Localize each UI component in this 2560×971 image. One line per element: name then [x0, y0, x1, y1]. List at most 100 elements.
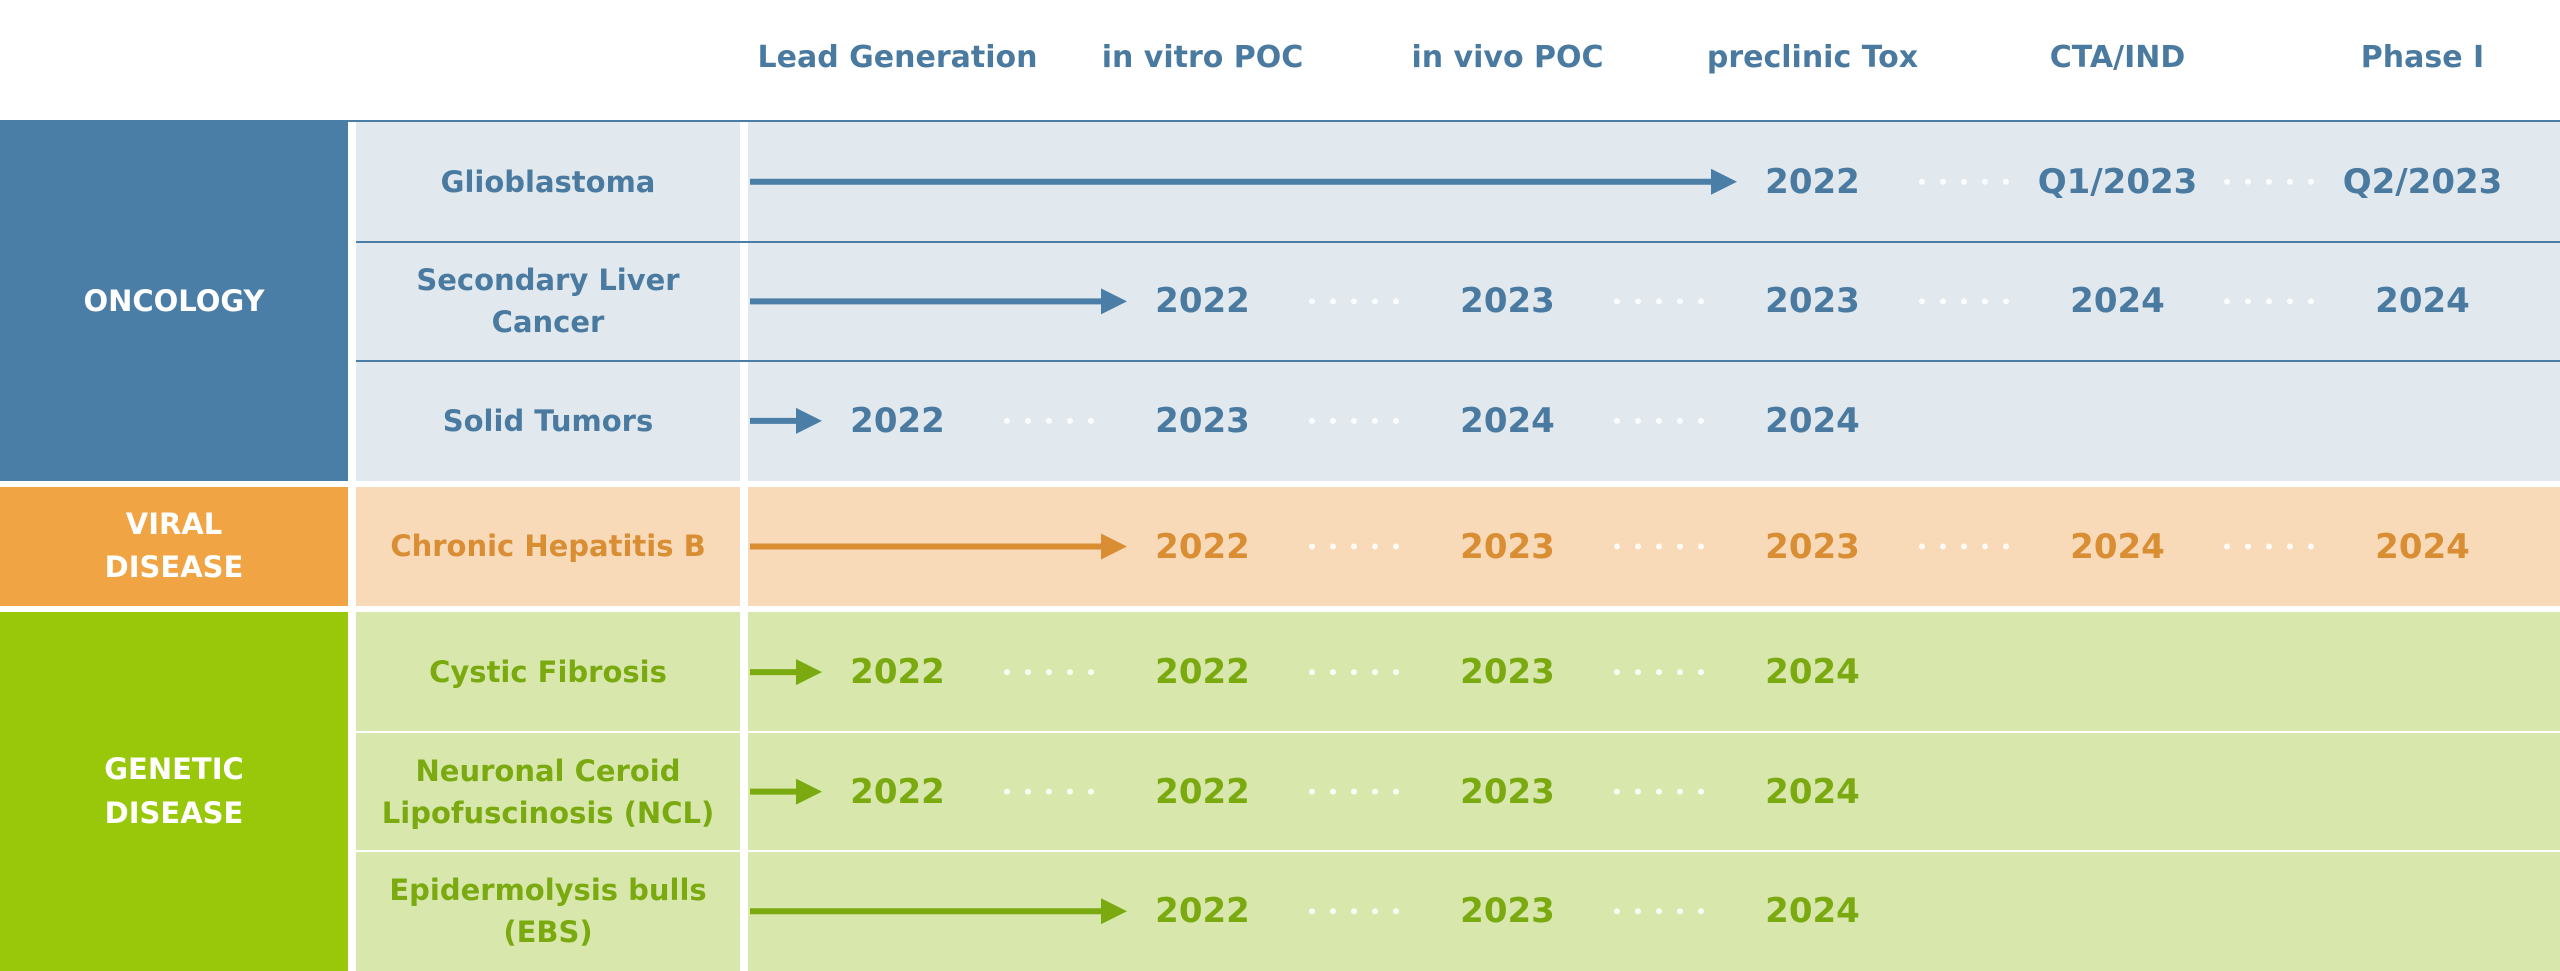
- milestone: 2022: [1155, 891, 1250, 932]
- dot: [1656, 908, 1662, 915]
- dot: [1635, 908, 1641, 915]
- arrow-head: [796, 659, 822, 686]
- dot: [1940, 178, 1946, 185]
- dot: [1614, 669, 1620, 676]
- dot: [1919, 543, 1925, 550]
- program-name: Cystic Fibrosis: [429, 655, 667, 690]
- dot: [1330, 298, 1336, 305]
- dot: [1677, 908, 1683, 915]
- header-rule: [0, 120, 2560, 122]
- dot: [1025, 669, 1031, 676]
- dot: [1330, 669, 1336, 676]
- dot: [2287, 543, 2293, 550]
- dot: [1046, 417, 1052, 424]
- milestone: 2022: [1155, 281, 1250, 322]
- milestone: 2024: [1765, 891, 1860, 932]
- dot: [1961, 298, 1967, 305]
- program-name: Epidermolysis bulls (EBS): [389, 873, 707, 950]
- dot: [1351, 788, 1357, 795]
- dot: [1635, 788, 1641, 795]
- milestone: Q1/2023: [2037, 161, 2198, 202]
- dot: [1940, 298, 1946, 305]
- dot: [1309, 543, 1315, 550]
- dot: [1067, 788, 1073, 795]
- dot: [1961, 178, 1967, 185]
- dot: [1656, 298, 1662, 305]
- dot: [1393, 908, 1399, 915]
- row-separator: [356, 240, 2560, 243]
- dot: [1393, 417, 1399, 424]
- dot: [1614, 298, 1620, 305]
- dot: [1372, 669, 1378, 676]
- dot: [2224, 178, 2230, 185]
- dot: [1351, 908, 1357, 915]
- program-name: Chronic Hepatitis B: [390, 529, 706, 564]
- milestone: 2022: [1765, 161, 1860, 202]
- group-label: VIRAL DISEASE: [0, 486, 348, 607]
- dot: [2308, 298, 2314, 305]
- dot: [2308, 543, 2314, 550]
- dot: [1372, 908, 1378, 915]
- dot: [1982, 178, 1988, 185]
- dot: [1614, 417, 1620, 424]
- milestone: 2024: [1765, 771, 1860, 812]
- dot: [1088, 788, 1094, 795]
- dot: [1372, 298, 1378, 305]
- milestone: 2024: [2375, 526, 2470, 567]
- column-gap: [740, 122, 748, 481]
- stage-header: Phase I: [2360, 40, 2485, 75]
- dot: [1372, 417, 1378, 424]
- dot: [1088, 669, 1094, 676]
- dot: [1309, 298, 1315, 305]
- dot: [1088, 417, 1094, 424]
- dot: [1309, 788, 1315, 795]
- dot: [1330, 788, 1336, 795]
- group-label: ONCOLOGY: [0, 122, 348, 481]
- dot: [1046, 669, 1052, 676]
- dot: [1698, 417, 1704, 424]
- milestone: 2023: [1460, 652, 1555, 693]
- dot: [1025, 788, 1031, 795]
- dot: [1393, 298, 1399, 305]
- milestone: Q2/2023: [2342, 161, 2503, 202]
- dot: [1656, 788, 1662, 795]
- dot: [1393, 669, 1399, 676]
- dot: [1393, 788, 1399, 795]
- dot: [1656, 543, 1662, 550]
- row-separator: [356, 360, 2560, 363]
- milestone: 2023: [1460, 281, 1555, 322]
- dot: [1351, 298, 1357, 305]
- milestone: 2023: [1155, 400, 1250, 441]
- dot: [2245, 298, 2251, 305]
- arrow-head: [1101, 533, 1127, 560]
- dot: [1635, 298, 1641, 305]
- dot: [1004, 669, 1010, 676]
- program-name: Glioblastoma: [440, 164, 656, 199]
- dot: [1635, 669, 1641, 676]
- dot: [1982, 543, 1988, 550]
- dot: [2266, 543, 2272, 550]
- dot: [1677, 543, 1683, 550]
- milestone: 2024: [1460, 400, 1555, 441]
- dot: [1004, 788, 1010, 795]
- dot: [1351, 669, 1357, 676]
- dot: [1698, 669, 1704, 676]
- milestone: 2024: [2070, 281, 2165, 322]
- dot: [2287, 178, 2293, 185]
- dot: [2003, 178, 2009, 185]
- dot: [1677, 788, 1683, 795]
- program-name: Secondary Liver Cancer: [416, 263, 680, 340]
- dot: [1309, 417, 1315, 424]
- dot: [1940, 543, 1946, 550]
- milestone: 2023: [1460, 771, 1555, 812]
- milestone: 2022: [1155, 526, 1250, 567]
- milestone: 2022: [1155, 652, 1250, 693]
- dot: [2287, 298, 2293, 305]
- milestone: 2023: [1460, 891, 1555, 932]
- dot: [1961, 543, 1967, 550]
